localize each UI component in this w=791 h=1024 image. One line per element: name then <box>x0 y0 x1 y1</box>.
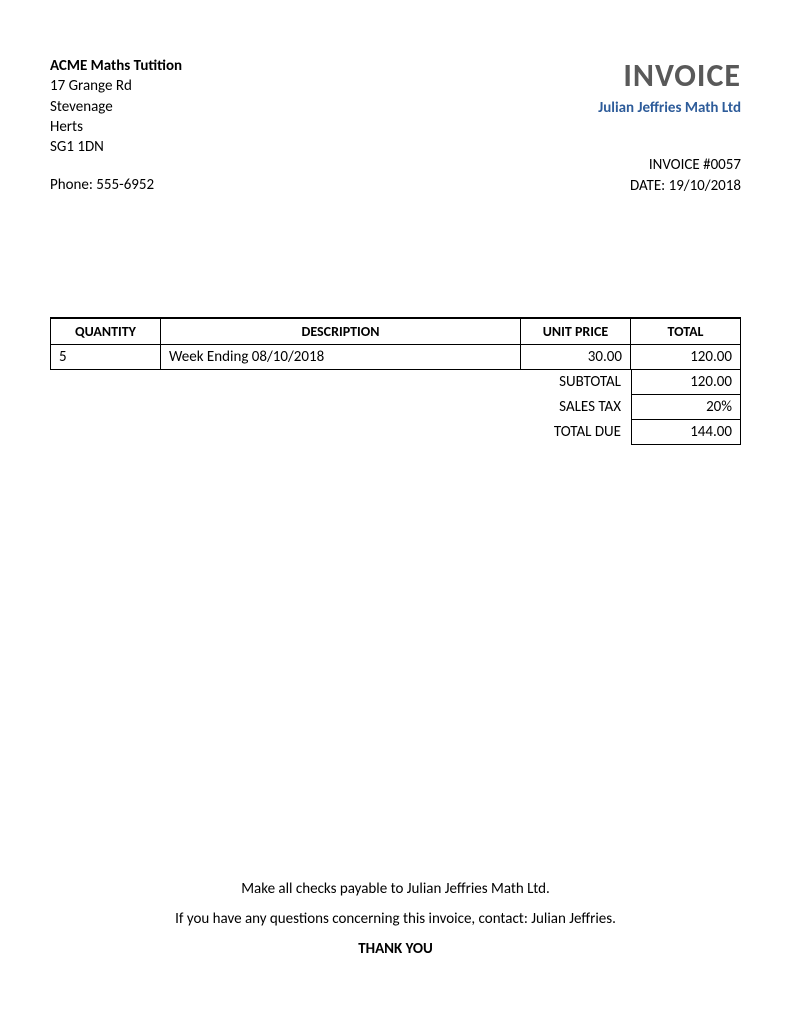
invoice-header: ACME Maths Tutition 17 Grange Rd Stevena… <box>50 56 741 197</box>
totals-block: SUBTOTAL 120.00 SALES TAX 20% TOTAL DUE … <box>50 370 741 445</box>
sales-tax-value: 20% <box>631 395 741 420</box>
from-address-line1: 17 Grange Rd <box>50 76 182 96</box>
cell-quantity: 5 <box>51 345 161 370</box>
sales-tax-label: SALES TAX <box>521 395 631 420</box>
cell-unit-price: 30.00 <box>521 345 631 370</box>
invoice-meta: INVOICE #0057 DATE: 19/10/2018 <box>598 155 741 197</box>
total-due-value: 144.00 <box>631 420 741 445</box>
line-items-table: QUANTITY DESCRIPTION UNIT PRICE TOTAL 5 … <box>50 317 741 370</box>
subtotal-label: SUBTOTAL <box>521 370 631 395</box>
col-header-quantity: QUANTITY <box>51 318 161 345</box>
from-postcode: SG1 1DN <box>50 137 182 157</box>
invoice-date: DATE: 19/10/2018 <box>598 176 741 197</box>
table-row: 5 Week Ending 08/10/2018 30.00 120.00 <box>51 345 741 370</box>
col-header-total: TOTAL <box>631 318 741 345</box>
contact-line: If you have any questions concerning thi… <box>0 904 791 934</box>
invoice-number: INVOICE #0057 <box>598 155 741 176</box>
sales-tax-row: SALES TAX 20% <box>50 395 741 420</box>
invoice-footer: Make all checks payable to Julian Jeffri… <box>0 874 791 964</box>
col-header-description: DESCRIPTION <box>161 318 521 345</box>
from-phone: Phone: 555-6952 <box>50 175 182 195</box>
thank-you-line: THANK YOU <box>0 934 791 964</box>
subtotal-row: SUBTOTAL 120.00 <box>50 370 741 395</box>
from-address-line2: Stevenage <box>50 97 182 117</box>
from-address-line3: Herts <box>50 117 182 137</box>
invoice-right-block: INVOICE Julian Jeffries Math Ltd INVOICE… <box>598 56 741 197</box>
cell-description: Week Ending 08/10/2018 <box>161 345 521 370</box>
payable-to-line: Make all checks payable to Julian Jeffri… <box>0 874 791 904</box>
cell-total: 120.00 <box>631 345 741 370</box>
invoice-title: INVOICE <box>598 56 741 95</box>
line-items-section: QUANTITY DESCRIPTION UNIT PRICE TOTAL 5 … <box>50 317 741 445</box>
subtotal-value: 120.00 <box>631 370 741 395</box>
col-header-unit-price: UNIT PRICE <box>521 318 631 345</box>
client-name: Julian Jeffries Math Ltd <box>598 99 741 117</box>
from-address-block: ACME Maths Tutition 17 Grange Rd Stevena… <box>50 56 182 196</box>
total-due-row: TOTAL DUE 144.00 <box>50 420 741 445</box>
from-company-name: ACME Maths Tutition <box>50 56 182 76</box>
total-due-label: TOTAL DUE <box>521 420 631 445</box>
